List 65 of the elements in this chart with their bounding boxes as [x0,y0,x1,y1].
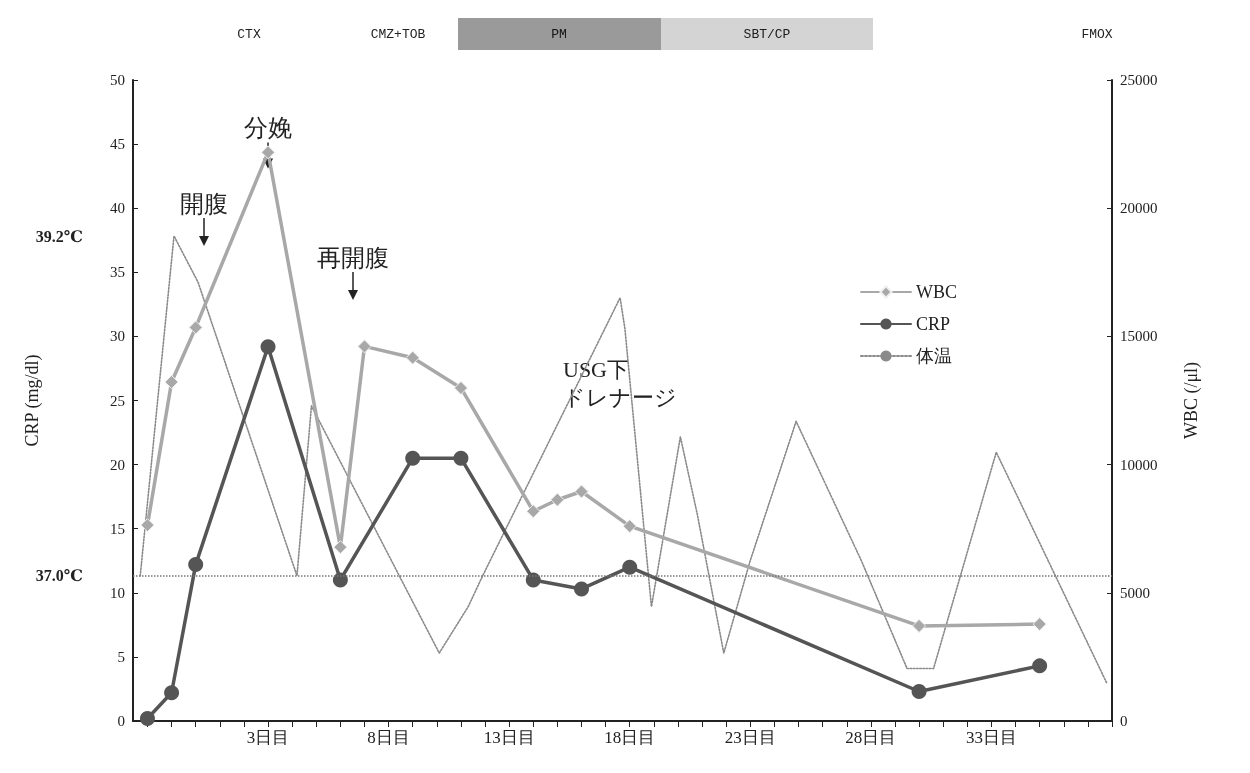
point [405,350,420,365]
point [405,450,421,466]
text: SBT/CP [743,26,791,42]
point [911,684,927,700]
y3-tick-label: 37.0℃ [35,567,83,585]
text: FMOX [1081,26,1113,42]
point [357,339,372,354]
point [622,559,638,575]
point [453,380,468,395]
annotation: 分娩 [244,115,293,142]
line-series [139,235,1108,685]
y2-tick-label: 20000 [1120,200,1158,217]
y-tick-label: 30 [110,328,125,345]
point [333,540,348,555]
point [164,375,179,390]
y-tick-label: 0 [117,713,125,729]
point [1032,617,1047,632]
y2-tick-label: 25000 [1120,72,1158,88]
point [260,339,276,355]
y-tick-label: 5 [117,648,125,665]
x-tick-label: 3日目 [246,728,290,747]
point [550,492,565,507]
point [164,685,180,701]
x-tick-label: 18日目 [604,728,656,747]
point [912,618,927,633]
y2-tick-label: 15000 [1120,328,1158,345]
x-tick-label: 8日目 [367,728,410,747]
text: CTX [237,26,261,42]
y-tick-label: 50 [110,72,125,88]
y-tick-label: 20 [110,456,125,473]
y-tick-label: 25 [110,392,125,409]
y2-axis-title: WBC (/μl) [1181,361,1202,440]
point [188,320,203,335]
point [574,484,589,499]
point [140,518,155,533]
annotation: USG下 [563,356,630,382]
text: PM [551,26,567,42]
legend-label: WBC [916,282,958,302]
annotation: 再開腹 [317,245,389,271]
point [261,145,276,160]
y2-tick-label: 5000 [1120,584,1150,601]
x-tick-label: 33日目 [965,728,1017,747]
x-tick-label: 23日目 [724,728,776,747]
y2-tick-label: 0 [1120,713,1128,729]
y-tick-label: 45 [110,136,125,153]
y-tick-label: 10 [110,584,125,601]
y2-tick-label: 10000 [1120,456,1158,473]
y-tick-label: 15 [110,520,125,537]
annotation: 開腹 [180,191,228,217]
x-tick-label: 13日目 [483,728,535,747]
point [622,519,637,534]
point [139,710,155,726]
point [1032,658,1048,674]
legend-label: CRP [916,314,951,334]
text: CMZ+TOB [370,26,426,42]
y3-tick-label: 39.2℃ [35,227,83,245]
y-axis-title: CRP (mg/dl) [22,354,43,447]
y-tick-label: 40 [110,200,125,217]
point [574,581,590,597]
x-tick-label: 28日目 [845,728,897,747]
legend-label: 体温 [916,346,952,366]
point [453,450,469,466]
y-tick-label: 35 [110,264,125,281]
point [188,557,204,573]
point [526,504,541,519]
